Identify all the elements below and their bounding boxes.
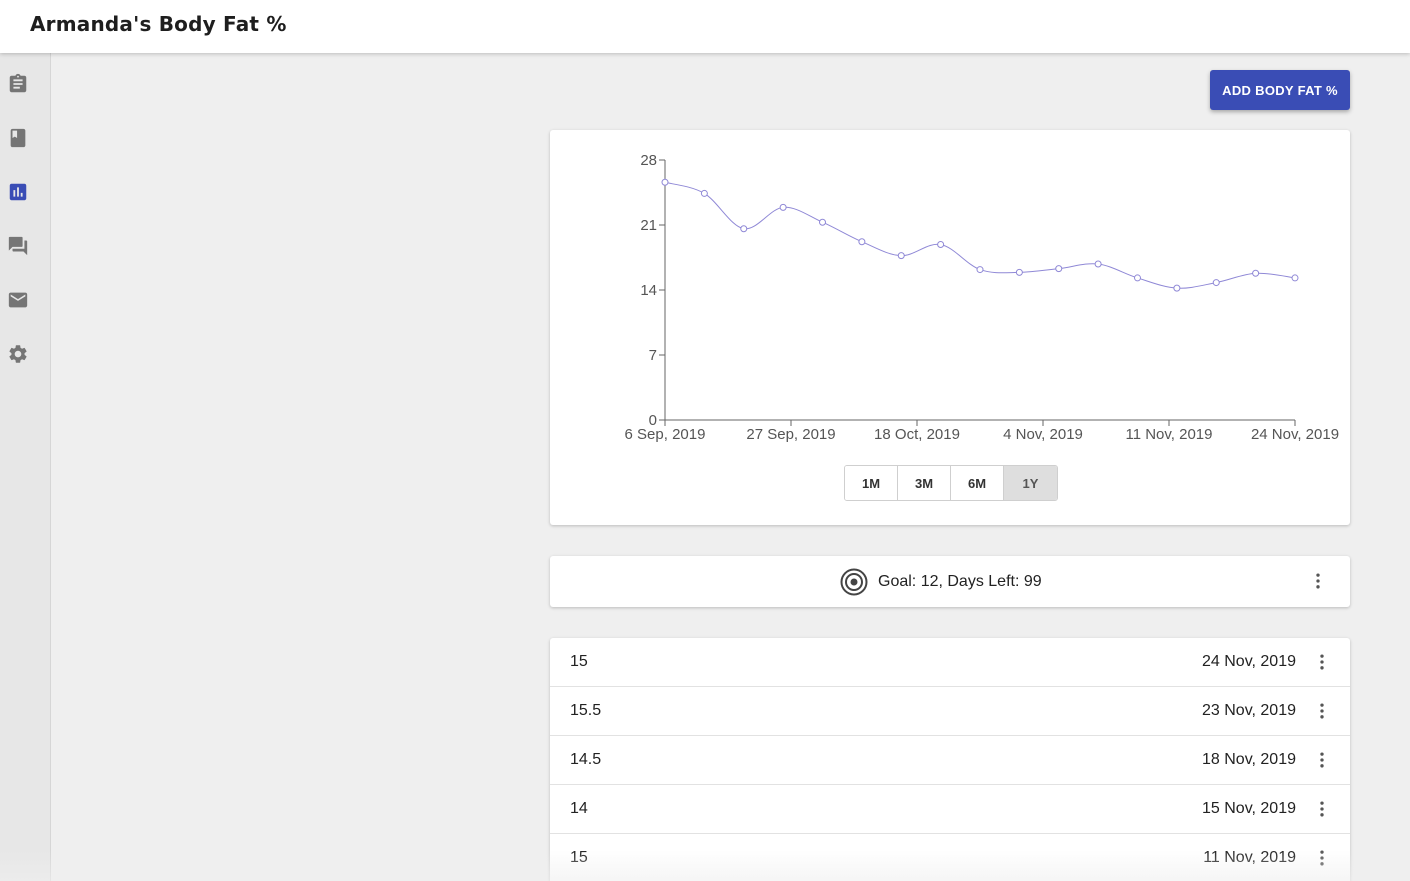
- data-point[interactable]: [1252, 269, 1260, 277]
- entries-list: 15 24 Nov, 2019 15.5 23 Nov, 2019 14.5 18 Nov…: [550, 638, 1350, 881]
- top-app-bar: Armanda's Body Fat %: [0, 0, 1410, 53]
- sidebar: [0, 53, 51, 881]
- entry-date: 18 Nov, 2019: [1202, 751, 1296, 768]
- data-point[interactable]: [976, 266, 984, 274]
- data-point[interactable]: [819, 218, 826, 226]
- data-point[interactable]: [1173, 284, 1181, 292]
- entry-date: 23 Nov, 2019: [1202, 702, 1296, 719]
- entry-value: 14: [570, 800, 588, 817]
- time-range-selector: 1M 3M 6M 1Y: [844, 465, 1058, 501]
- data-point[interactable]: [937, 241, 945, 248]
- page-title: Armanda's Body Fat %: [30, 12, 287, 36]
- range-button-1y[interactable]: 1Y: [1004, 466, 1057, 500]
- y-tick-label: 14: [640, 282, 657, 299]
- x-tick-label: 6 Sep, 2019: [625, 426, 706, 443]
- entry-date: 24 Nov, 2019: [1202, 653, 1296, 670]
- more-vert-icon[interactable]: [1310, 748, 1334, 772]
- data-point[interactable]: [1015, 268, 1023, 276]
- more-vert-icon[interactable]: [1310, 846, 1334, 870]
- data-point[interactable]: [661, 178, 669, 186]
- x-tick-label: 11 Nov, 2019: [1125, 426, 1212, 443]
- data-point[interactable]: [1055, 265, 1063, 273]
- range-button-1m[interactable]: 1M: [845, 466, 898, 500]
- data-point[interactable]: [897, 252, 905, 260]
- entry-date: 11 Nov, 2019: [1203, 849, 1296, 866]
- mail-icon[interactable]: [7, 289, 29, 311]
- more-vert-icon[interactable]: [1310, 699, 1334, 723]
- target-icon: [840, 568, 868, 596]
- entry-date: 15 Nov, 2019: [1202, 800, 1296, 817]
- data-point[interactable]: [1134, 274, 1141, 282]
- table-row: 14 15 Nov, 2019: [550, 785, 1350, 834]
- book-icon[interactable]: [7, 127, 29, 149]
- goal-more-icon[interactable]: [1306, 569, 1330, 593]
- table-row: 15.5 23 Nov, 2019: [550, 687, 1350, 736]
- chart-card: 0 7 14 21 28 6 Sep, 2019 27 Sep, 2019 18 Oct, …: [550, 130, 1350, 525]
- data-point[interactable]: [740, 225, 748, 233]
- x-tick-label: 18 Oct, 2019: [874, 426, 960, 443]
- data-point[interactable]: [858, 238, 866, 246]
- range-button-6m[interactable]: 6M: [951, 466, 1004, 500]
- x-tick-label: 27 Sep, 2019: [746, 426, 835, 443]
- data-point[interactable]: [700, 189, 708, 197]
- y-tick-label: 28: [640, 152, 657, 169]
- data-point[interactable]: [1094, 260, 1102, 268]
- y-tick-label: 7: [649, 347, 657, 364]
- bar-chart-icon[interactable]: [7, 181, 29, 203]
- data-point[interactable]: [1212, 279, 1220, 287]
- add-body-fat-button[interactable]: ADD BODY FAT %: [1210, 70, 1350, 110]
- range-button-3m[interactable]: 3M: [898, 466, 951, 500]
- entry-value: 15: [570, 849, 588, 866]
- y-tick-label: 0: [649, 412, 657, 429]
- clipboard-icon[interactable]: [7, 73, 29, 95]
- goal-text: Goal: 12, Days Left: 99: [878, 573, 1042, 590]
- x-tick-label: 4 Nov, 2019: [1003, 426, 1083, 443]
- data-point[interactable]: [1291, 274, 1299, 282]
- forum-icon[interactable]: [7, 235, 29, 257]
- gear-icon[interactable]: [7, 343, 29, 365]
- entry-value: 14.5: [570, 751, 602, 768]
- more-vert-icon[interactable]: [1310, 797, 1334, 821]
- data-point[interactable]: [779, 203, 787, 211]
- table-row: 14.5 18 Nov, 2019: [550, 736, 1350, 785]
- more-vert-icon[interactable]: [1310, 650, 1334, 674]
- entry-value: 15.5: [570, 702, 602, 719]
- x-tick-label: 24 Nov, 2019: [1251, 426, 1339, 443]
- table-row: 15 24 Nov, 2019: [550, 638, 1350, 687]
- entry-value: 15: [570, 653, 588, 670]
- goal-card: Goal: 12, Days Left: 99: [550, 556, 1350, 607]
- y-tick-label: 21: [640, 217, 657, 234]
- body-fat-line-chart: 0 7 14 21 28 6 Sep, 2019 27 Sep, 2019 18 Oct, …: [625, 152, 1340, 443]
- table-row: 15 11 Nov, 2019: [550, 834, 1350, 881]
